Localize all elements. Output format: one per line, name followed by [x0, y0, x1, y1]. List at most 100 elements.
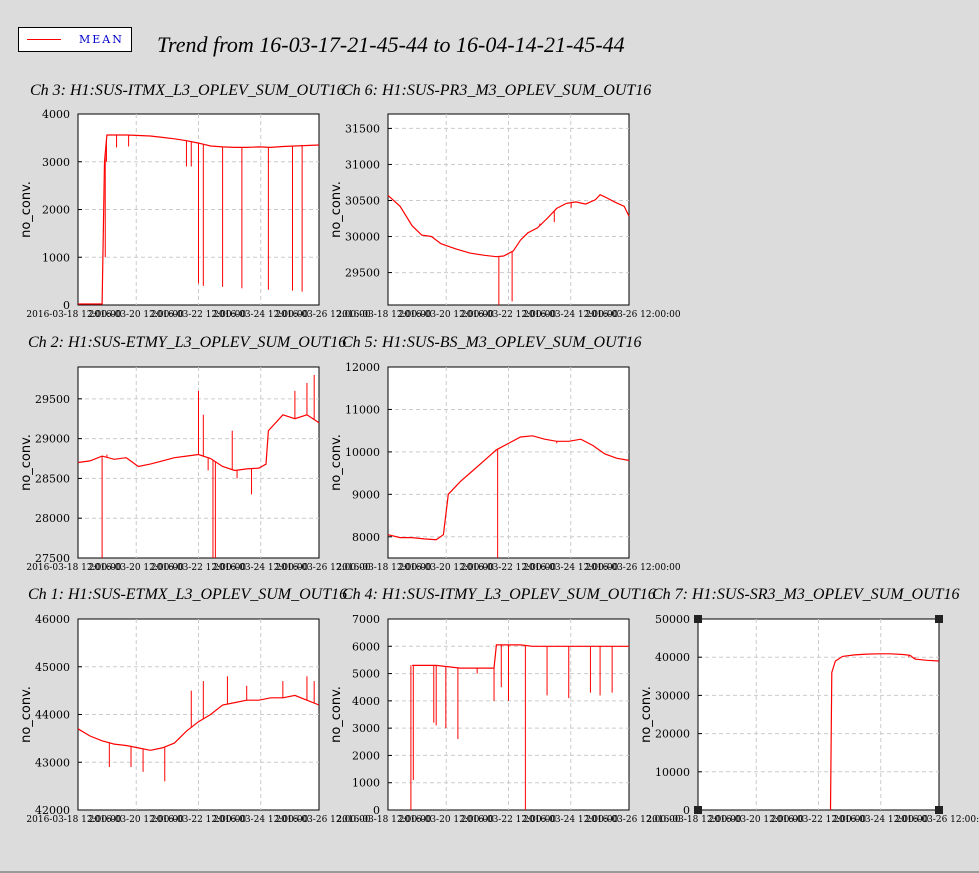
x-tick-label: 2016-03-22 12:00:00: [151, 310, 246, 320]
y-tick-label: 4000: [352, 695, 380, 708]
x-tick-label: 2016-03-24 12:00:00: [523, 310, 618, 320]
y-tick-label: 30000: [655, 689, 690, 702]
x-tick-label: 2016-03-20 12:00:00: [709, 815, 804, 825]
chart-title: Ch 2: H1:SUS-ETMY_L3_OPLEV_SUM_OUT16: [28, 334, 346, 351]
series-line: [412, 644, 629, 669]
selection-handle: [694, 615, 702, 623]
y-tick-label: 50000: [655, 613, 690, 626]
y-tick-label: 44000: [35, 709, 70, 722]
x-tick-label: 2016-03-26 12:00:00: [895, 815, 979, 825]
chart-ch6: Ch 6: H1:SUS-PR3_M3_OPLEV_SUM_OUT16 29500…: [329, 82, 681, 320]
y-tick-label: 8000: [352, 531, 380, 544]
y-tick-label: 28500: [35, 472, 70, 485]
x-tick-label: 2016-03-22 12:00:00: [151, 815, 246, 825]
y-tick-label: 0: [63, 299, 70, 312]
bottom-divider: [0, 871, 979, 873]
y-tick-label: 4000: [42, 108, 70, 121]
y-tick-label: 7000: [352, 613, 380, 626]
chart-title: Ch 6: H1:SUS-PR3_M3_OPLEV_SUM_OUT16: [342, 82, 651, 99]
x-tick-label: 2016-03-24 12:00:00: [523, 563, 618, 573]
y-axis-label: no_conv.: [639, 686, 654, 743]
y-tick-label: 29500: [35, 393, 70, 406]
x-tick-label: 2016-03-22 12:00:00: [461, 563, 556, 573]
x-tick-label: 2016-03-26 12:00:00: [275, 563, 370, 573]
x-tick-label: 2016-03-24 12:00:00: [213, 310, 308, 320]
series-line: [387, 435, 630, 541]
y-axis-label: no_conv.: [19, 434, 34, 491]
y-tick-label: 1000: [42, 251, 70, 264]
x-tick-label: 2016-03-26 12:00:00: [585, 563, 680, 573]
y-tick-label: 6000: [352, 640, 380, 653]
y-tick-label: 20000: [655, 728, 690, 741]
x-tick-label: 2016-03-24 12:00:00: [213, 815, 308, 825]
x-tick-label: 2016-03-22 12:00:00: [771, 815, 866, 825]
x-tick-label: 2016-03-18 12:00:00: [336, 310, 431, 320]
y-axis-label: no_conv.: [19, 181, 34, 238]
selection-handle: [694, 806, 702, 814]
y-axis-label: no_conv.: [329, 181, 344, 238]
y-tick-label: 11000: [345, 403, 380, 416]
chart-title: Ch 4: H1:SUS-ITMY_L3_OPLEV_SUM_OUT16: [342, 586, 656, 603]
y-tick-label: 46000: [35, 613, 70, 626]
chart-title: Ch 5: H1:SUS-BS_M3_OPLEV_SUM_OUT16: [342, 334, 642, 351]
y-tick-label: 5000: [352, 668, 380, 681]
x-tick-label: 2016-03-18 12:00:00: [336, 815, 431, 825]
y-tick-label: 40000: [655, 651, 690, 664]
y-tick-label: 2000: [42, 204, 70, 217]
y-tick-label: 29000: [35, 433, 70, 446]
y-tick-label: 28000: [35, 512, 70, 525]
y-axis-label: no_conv.: [329, 686, 344, 743]
x-tick-label: 2016-03-20 12:00:00: [89, 310, 184, 320]
x-tick-label: 2016-03-20 12:00:00: [399, 815, 494, 825]
chart-title: Ch 1: H1:SUS-ETMX_L3_OPLEV_SUM_OUT16: [28, 586, 347, 603]
series-line: [77, 414, 320, 472]
x-tick-label: 2016-03-24 12:00:00: [523, 815, 618, 825]
x-tick-label: 2016-03-18 12:00:00: [26, 815, 121, 825]
x-tick-label: 2016-03-20 12:00:00: [399, 310, 494, 320]
selection-handle: [935, 806, 943, 814]
y-tick-label: 31500: [345, 122, 380, 135]
x-tick-label: 2016-03-18 12:00:00: [26, 310, 121, 320]
x-tick-label: 2016-03-22 12:00:00: [461, 310, 556, 320]
y-tick-label: 30500: [345, 194, 380, 207]
y-tick-label: 3000: [42, 156, 70, 169]
x-tick-label: 2016-03-18 12:00:00: [646, 815, 741, 825]
x-tick-label: 2016-03-22 12:00:00: [461, 815, 556, 825]
y-tick-label: 9000: [352, 488, 380, 501]
x-tick-label: 2016-03-26 12:00:00: [585, 815, 680, 825]
x-tick-label: 2016-03-24 12:00:00: [833, 815, 928, 825]
y-axis-label: no_conv.: [329, 434, 344, 491]
x-tick-label: 2016-03-20 12:00:00: [399, 563, 494, 573]
x-tick-label: 2016-03-24 12:00:00: [213, 563, 308, 573]
x-tick-label: 2016-03-26 12:00:00: [585, 310, 680, 320]
series-line: [77, 694, 320, 751]
y-tick-label: 29500: [345, 267, 380, 280]
y-tick-label: 30000: [345, 231, 380, 244]
x-tick-label: 2016-03-20 12:00:00: [89, 815, 184, 825]
chart-title: Ch 3: H1:SUS-ITMX_L3_OPLEV_SUM_OUT16: [30, 82, 345, 99]
y-tick-label: 27500: [35, 552, 70, 565]
y-tick-label: 42000: [35, 804, 70, 817]
x-tick-label: 2016-03-18 12:00:00: [26, 563, 121, 573]
legend-swatch: [27, 39, 61, 40]
y-tick-label: 45000: [35, 661, 70, 674]
y-tick-label: 1000: [352, 777, 380, 790]
x-tick-label: 2016-03-20 12:00:00: [89, 563, 184, 573]
legend: MEAN: [18, 27, 132, 52]
series-line: [78, 134, 320, 305]
series-line: [387, 193, 630, 258]
chart-ch4: Ch 4: H1:SUS-ITMY_L3_OPLEV_SUM_OUT16 0 100…: [329, 586, 681, 825]
y-axis-label: no_conv.: [19, 686, 34, 743]
y-tick-label: 43000: [35, 756, 70, 769]
x-tick-label: 2016-03-22 12:00:00: [151, 563, 246, 573]
y-tick-label: 0: [683, 804, 690, 817]
x-tick-label: 2016-03-26 12:00:00: [275, 815, 370, 825]
y-tick-label: 31000: [345, 158, 380, 171]
y-tick-label: 10000: [655, 766, 690, 779]
x-tick-label: 2016-03-18 12:00:00: [336, 563, 431, 573]
legend-label: MEAN: [79, 33, 124, 46]
x-tick-label: 2016-03-26 12:00:00: [275, 310, 370, 320]
chart-ch1: Ch 1: H1:SUS-ETMX_L3_OPLEV_SUM_OUT16 4200…: [19, 586, 371, 825]
y-tick-label: 10000: [345, 446, 380, 459]
